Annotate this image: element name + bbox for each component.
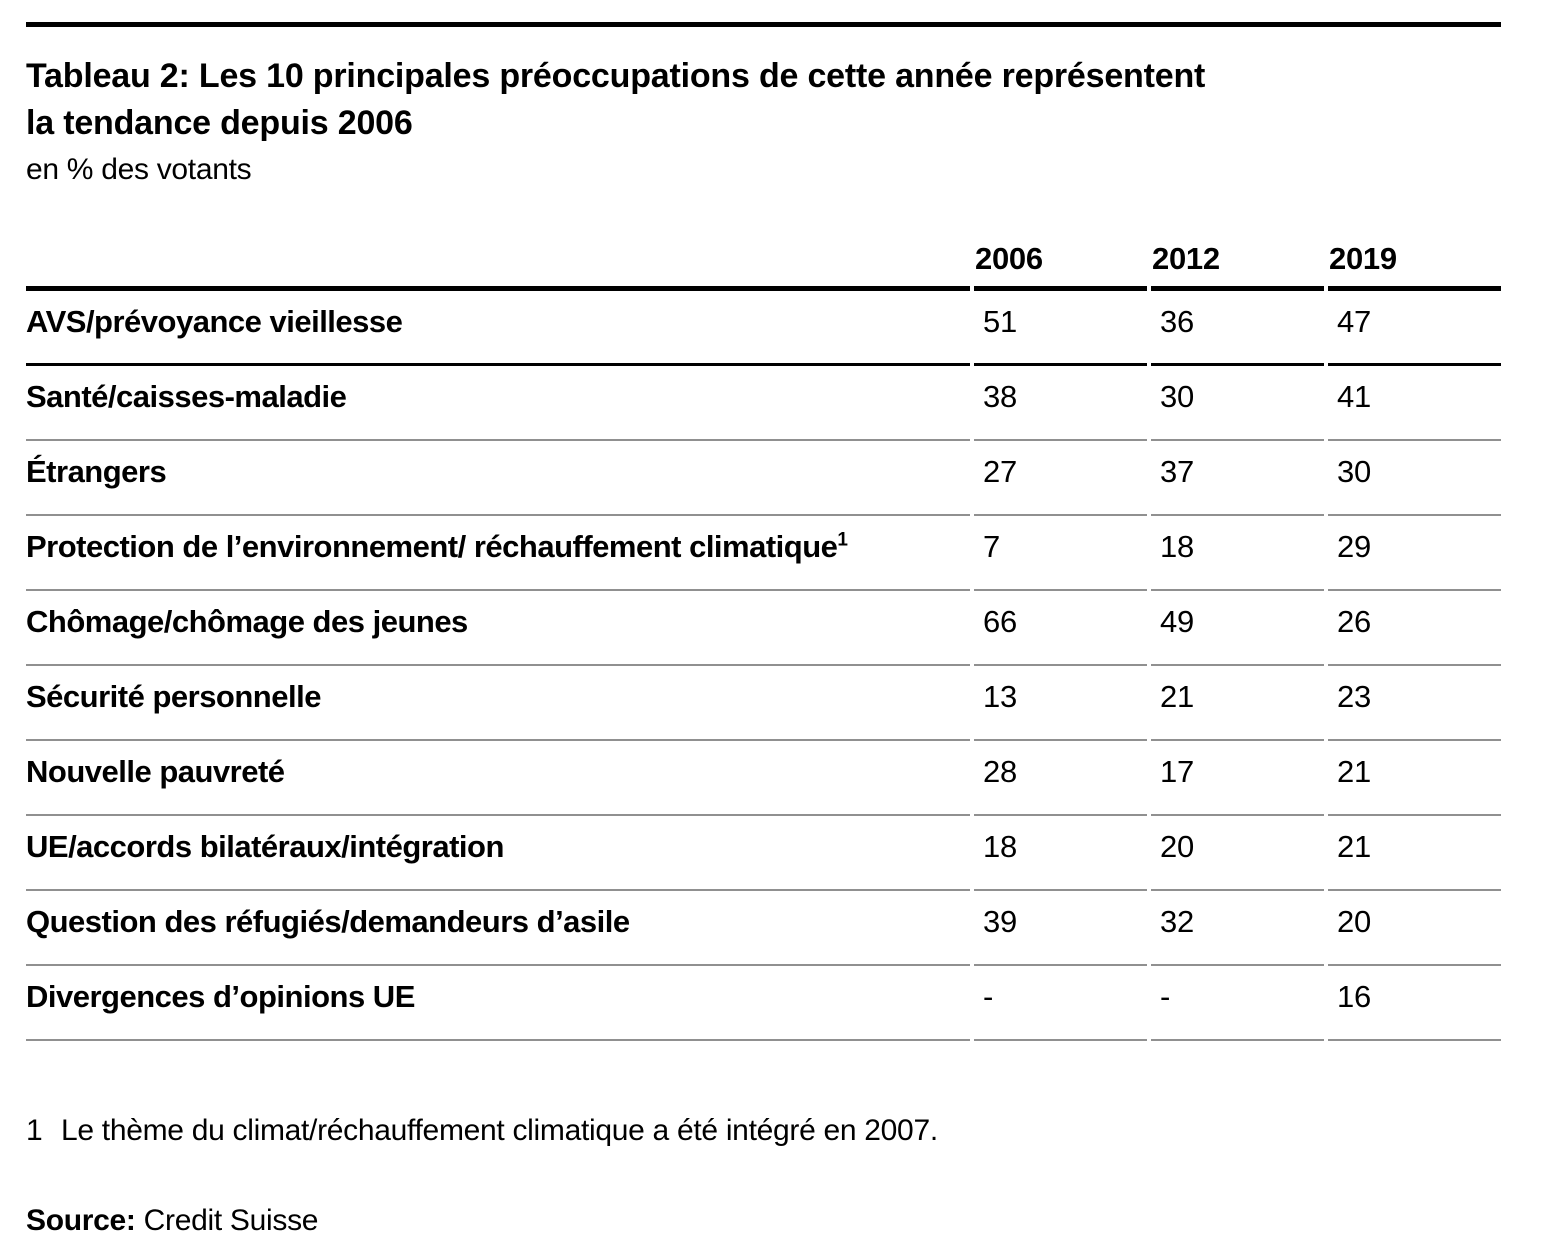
table-row: Divergences d’opinions UE - - 16: [26, 966, 1501, 1041]
row-label: Question des réfugiés/demandeurs d’asile: [26, 891, 970, 966]
row-label-text: Nouvelle pauvreté: [26, 754, 285, 789]
row-value-2006: 51: [974, 291, 1147, 366]
header-empty-cell: [26, 233, 970, 291]
row-label-text: AVS/prévoyance vieillesse: [26, 304, 403, 339]
row-label-text: Santé/caisses-maladie: [26, 379, 347, 414]
row-value-2006: 18: [974, 816, 1147, 891]
row-value-2012: 17: [1151, 741, 1324, 816]
table-body: AVS/prévoyance vieillesse 51 36 47 Santé…: [26, 291, 1501, 1041]
table-row: Nouvelle pauvreté 28 17 21: [26, 741, 1501, 816]
row-value-2019: 21: [1328, 816, 1501, 891]
source-label: Source:: [26, 1204, 136, 1237]
row-label: UE/accords bilatéraux/intégration: [26, 816, 970, 891]
table-row: Chômage/chômage des jeunes 66 49 26: [26, 591, 1501, 666]
table-row: Protection de l’environnement/ réchauffe…: [26, 516, 1501, 591]
figure-title-line2: la tendance depuis 2006: [26, 104, 413, 142]
row-label: Protection de l’environnement/ réchauffe…: [26, 516, 970, 591]
table-row: AVS/prévoyance vieillesse 51 36 47: [26, 291, 1501, 366]
row-label: Chômage/chômage des jeunes: [26, 591, 970, 666]
row-value-2006: 39: [974, 891, 1147, 966]
header-year-2019: 2019: [1328, 233, 1501, 291]
table-header-row: 2006 2012 2019: [26, 233, 1501, 291]
row-value-2012: 18: [1151, 516, 1324, 591]
concerns-table: 2006 2012 2019 AVS/prévoyance vieillesse…: [22, 233, 1505, 1041]
figure-title-line1: Tableau 2: Les 10 principales préoccupat…: [26, 57, 1206, 95]
source-line: Source: Credit Suisse: [26, 1203, 1501, 1239]
row-label-text: Divergences d’opinions UE: [26, 979, 415, 1014]
row-value-2012: -: [1151, 966, 1324, 1041]
footnote-marker: 1: [26, 1114, 43, 1147]
row-label-text: Question des réfugiés/demandeurs d’asile: [26, 904, 630, 939]
row-value-2006: 28: [974, 741, 1147, 816]
row-value-2019: 21: [1328, 741, 1501, 816]
row-value-2006: 13: [974, 666, 1147, 741]
row-value-2012: 30: [1151, 366, 1324, 441]
row-value-2019: 41: [1328, 366, 1501, 441]
row-label-text: Étrangers: [26, 454, 167, 489]
row-value-2006: 66: [974, 591, 1147, 666]
row-label: Sécurité personnelle: [26, 666, 970, 741]
row-value-2019: 29: [1328, 516, 1501, 591]
row-label-text: Sécurité personnelle: [26, 679, 321, 714]
top-rule: [26, 22, 1501, 27]
table-row: UE/accords bilatéraux/intégration 18 20 …: [26, 816, 1501, 891]
row-label-text: UE/accords bilatéraux/intégration: [26, 829, 504, 864]
row-value-2006: 38: [974, 366, 1147, 441]
footnote-text: Le thème du climat/réchauffement climati…: [61, 1114, 938, 1147]
header-year-2012: 2012: [1151, 233, 1324, 291]
row-value-2019: 20: [1328, 891, 1501, 966]
row-value-2012: 49: [1151, 591, 1324, 666]
row-label: Santé/caisses-maladie: [26, 366, 970, 441]
row-value-2019: 30: [1328, 441, 1501, 516]
row-label: Divergences d’opinions UE: [26, 966, 970, 1041]
row-value-2019: 47: [1328, 291, 1501, 366]
row-value-2012: 21: [1151, 666, 1324, 741]
row-label: Étrangers: [26, 441, 970, 516]
row-value-2019: 23: [1328, 666, 1501, 741]
table-row: Étrangers 27 37 30: [26, 441, 1501, 516]
figure-subtitle: en % des votants: [26, 153, 252, 186]
table-row: Question des réfugiés/demandeurs d’asile…: [26, 891, 1501, 966]
source-text: Credit Suisse: [143, 1204, 319, 1237]
row-value-2012: 37: [1151, 441, 1324, 516]
table-row: Santé/caisses-maladie 38 30 41: [26, 366, 1501, 441]
footnote-ref: 1: [837, 529, 848, 551]
footnote: 1 Le thème du climat/réchauffement climat…: [26, 1113, 1501, 1149]
row-label: Nouvelle pauvreté: [26, 741, 970, 816]
header-year-2006: 2006: [974, 233, 1147, 291]
row-value-2019: 26: [1328, 591, 1501, 666]
table-row: Sécurité personnelle 13 21 23: [26, 666, 1501, 741]
row-value-2006: -: [974, 966, 1147, 1041]
row-label-text: Chômage/chômage des jeunes: [26, 604, 468, 639]
row-value-2019: 16: [1328, 966, 1501, 1041]
row-label: AVS/prévoyance vieillesse: [26, 291, 970, 366]
row-value-2006: 27: [974, 441, 1147, 516]
row-value-2012: 20: [1151, 816, 1324, 891]
figure-title: Tableau 2: Les 10 principales préoccupat…: [26, 53, 1501, 147]
row-value-2006: 7: [974, 516, 1147, 591]
row-value-2012: 36: [1151, 291, 1324, 366]
row-label-text: Protection de l’environnement/ réchauffe…: [26, 529, 838, 564]
row-value-2012: 32: [1151, 891, 1324, 966]
